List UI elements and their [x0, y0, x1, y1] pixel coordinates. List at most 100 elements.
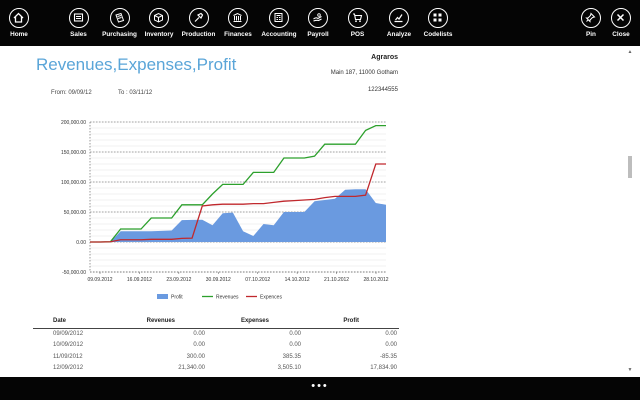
legend-label: Profit [171, 295, 183, 301]
cell-revenues: 0.00 [193, 342, 205, 348]
x-tick-label: 09.09.2012 [87, 277, 112, 283]
x-tick-label: 30.09.2012 [206, 277, 231, 283]
expences-line [90, 163, 386, 243]
nav-label: Sales [70, 31, 87, 38]
cell-profit: -85.35 [379, 353, 397, 360]
cell-expenses: 0.00 [289, 342, 301, 348]
nav-label: POS [350, 31, 365, 38]
x-tick-label: 28.10.2012 [363, 277, 388, 283]
nav-home-button[interactable]: Home [6, 0, 32, 46]
table-row: 12/09/2012 21,340.00 3,505.10 17,834.90 [33, 363, 399, 375]
header-profit: Profit [343, 318, 359, 324]
y-tick-label: 100,000.00 [61, 180, 86, 186]
x-tick-label: 16.09.2012 [127, 277, 152, 283]
nav-label: Production [181, 31, 216, 38]
x-tick-label: 23.09.2012 [166, 277, 191, 283]
table-header: Date Revenues Expenses Profit [33, 316, 399, 329]
nav-payroll-button[interactable]: Payroll [304, 0, 332, 46]
cell-date: 11/09/2012 [53, 353, 83, 360]
nav-close-button[interactable]: Close [608, 0, 634, 46]
company-phone: 122344555 [367, 87, 398, 93]
finances-icon [228, 8, 248, 28]
nav-label: Pin [586, 31, 596, 38]
nav-label: Payroll [307, 31, 329, 38]
nav-analyze-button[interactable]: Analyze [384, 0, 414, 46]
nav-pos-button[interactable]: POS [345, 0, 370, 46]
more-options-icon[interactable]: ••• [311, 380, 329, 392]
profit-area [90, 189, 386, 243]
header-date: Date [53, 318, 67, 324]
pos-icon [348, 8, 368, 28]
scroll-up-arrow-icon[interactable]: ▲ [627, 49, 633, 55]
accounting-icon [269, 8, 289, 28]
cell-expenses: 385.35 [282, 353, 301, 360]
nav-purchasing-button[interactable]: Purchasing [101, 0, 138, 46]
company-address: Main 187, 11000 Gotham [330, 70, 398, 76]
nav-pin-button[interactable]: Pin [578, 0, 604, 46]
table-row: 09/09/2012 0.00 0.00 0.00 [33, 329, 399, 341]
x-tick-label: 07.10.2012 [245, 277, 270, 283]
legend-label: Revenues [216, 295, 239, 301]
cell-profit: 0.00 [385, 330, 397, 337]
vertical-scrollbar[interactable]: ▲ ▼ [626, 48, 634, 376]
table-row: 10/09/2012 0.00 0.00 0.00 [33, 340, 399, 352]
nav-production-button[interactable]: Production [180, 0, 217, 46]
date-from: From: 09/09/12 [51, 90, 92, 96]
report-table: Date Revenues Expenses Profit 09/09/2012… [33, 316, 399, 375]
revenues-line [90, 124, 386, 243]
cell-profit: 17,834.90 [370, 365, 397, 371]
inventory-icon [149, 8, 169, 28]
cell-revenues: 0.00 [193, 330, 205, 337]
bottom-app-bar: ••• [0, 377, 640, 400]
y-tick-label: 200,000.00 [61, 120, 86, 126]
nav-label: Inventory [144, 31, 174, 38]
page-title: Revenues,Expenses,Profit [36, 55, 237, 74]
y-tick-label: -50,000.00 [62, 270, 86, 276]
nav-label: Close [612, 31, 630, 38]
scrollbar-thumb[interactable] [628, 156, 632, 178]
legend-swatch-profit [157, 294, 168, 299]
x-tick-label: 21.10.2012 [324, 277, 349, 283]
cell-expenses: 0.00 [289, 330, 301, 337]
sales-icon [69, 8, 89, 28]
y-tick-label: 150,000.00 [61, 150, 86, 156]
y-tick-label: 50,000.00 [64, 210, 86, 216]
home-icon [9, 8, 29, 28]
nav-sales-button[interactable]: Sales [66, 0, 91, 46]
date-to: To : 03/11/12 [118, 90, 153, 96]
cell-expenses: 3,505.10 [277, 365, 301, 371]
nav-label: Home [10, 31, 28, 38]
table-row: 11/09/2012 300.00 385.35 -85.35 [33, 352, 399, 364]
cell-revenues: 21,340.00 [178, 365, 205, 371]
nav-label: Purchasing [102, 31, 137, 38]
purchasing-icon [110, 8, 130, 28]
nav-label: Finances [224, 31, 252, 38]
analyze-icon [389, 8, 409, 28]
close-icon [611, 8, 631, 28]
codelists-icon [428, 8, 448, 28]
nav-inventory-button[interactable]: Inventory [143, 0, 175, 46]
nav-codelists-button[interactable]: Codelists [421, 0, 455, 46]
nav-finances-button[interactable]: Finances [223, 0, 253, 46]
production-icon [189, 8, 209, 28]
legend-label: Expences [260, 295, 282, 301]
scroll-down-arrow-icon[interactable]: ▼ [627, 367, 633, 373]
y-tick-label: 0.00 [76, 240, 86, 246]
cell-revenues: 300.00 [186, 353, 205, 360]
payroll-icon [308, 8, 328, 28]
x-tick-label: 14.10.2012 [285, 277, 310, 283]
cell-date: 10/09/2012 [53, 342, 84, 348]
nav-accounting-button[interactable]: Accounting [259, 0, 299, 46]
revenue-chart: 200,000.00 150,000.00 100,000.00 50,000.00 0… [61, 120, 389, 301]
company-name: Agraros [371, 54, 398, 61]
pin-icon [581, 8, 601, 28]
cell-date: 09/09/2012 [53, 330, 84, 337]
nav-label: Analyze [386, 31, 412, 38]
nav-label: Codelists [423, 31, 453, 38]
nav-label: Accounting [261, 31, 297, 38]
header-revenues: Revenues [146, 318, 175, 324]
cell-profit: 0.00 [385, 342, 397, 348]
header-expenses: Expenses [240, 318, 269, 324]
app-bar: Home Sales Purchasing Inventory Production Fi… [0, 0, 640, 46]
cell-date: 12/09/2012 [53, 365, 84, 371]
